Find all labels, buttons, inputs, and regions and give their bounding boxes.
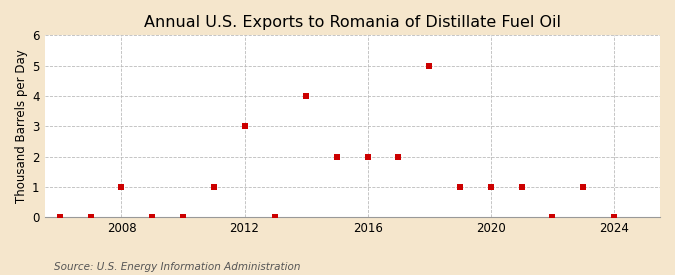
Point: [270, 215, 281, 220]
Y-axis label: Thousand Barrels per Day: Thousand Barrels per Day: [15, 50, 28, 203]
Point: [393, 155, 404, 159]
Point: [116, 185, 127, 189]
Point: [55, 215, 65, 220]
Point: [178, 215, 188, 220]
Point: [300, 94, 311, 98]
Point: [209, 185, 219, 189]
Point: [362, 155, 373, 159]
Text: Source: U.S. Energy Information Administration: Source: U.S. Energy Information Administ…: [54, 262, 300, 272]
Point: [578, 185, 589, 189]
Title: Annual U.S. Exports to Romania of Distillate Fuel Oil: Annual U.S. Exports to Romania of Distil…: [144, 15, 561, 30]
Point: [85, 215, 96, 220]
Point: [454, 185, 465, 189]
Point: [485, 185, 496, 189]
Point: [516, 185, 527, 189]
Point: [239, 124, 250, 128]
Point: [331, 155, 342, 159]
Point: [547, 215, 558, 220]
Point: [147, 215, 158, 220]
Point: [424, 64, 435, 68]
Point: [608, 215, 619, 220]
